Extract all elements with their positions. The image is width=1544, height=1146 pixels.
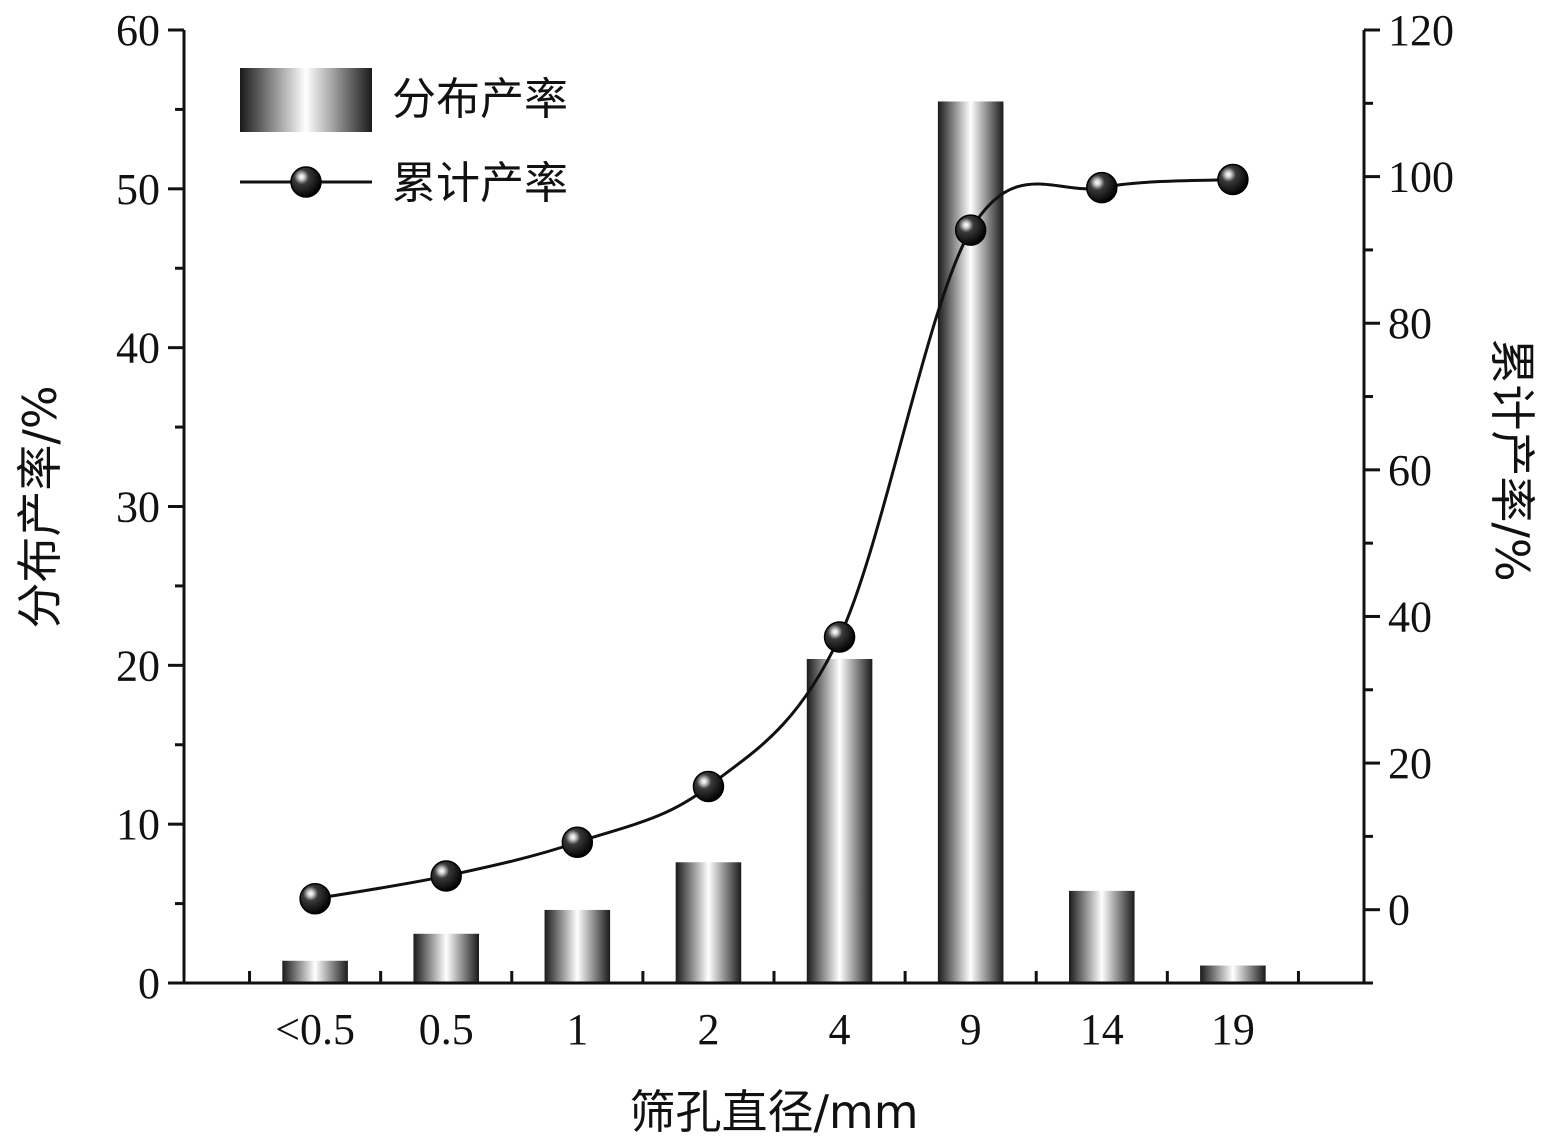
cumulative-line [314,178,1233,901]
legend-line-label: 累计产率 [392,158,568,209]
left-tick-label: 0 [138,959,160,1008]
legend: 分布产率 累计产率 [240,68,568,209]
bar-7 [1200,965,1266,983]
right-y-axis-title: 累计产率/% [1485,338,1539,581]
tick-labels: 0 10 20 30 40 50 60 0 20 40 60 80 100 120 <0.5 0.5 1 2 4 9 1… [116,6,1454,1054]
bar-0 [282,960,348,983]
x-tick-label: 4 [829,1005,851,1054]
x-tick-label: 0.5 [419,1005,474,1054]
left-tick-label: 20 [116,641,160,690]
right-tick-label: 100 [1388,153,1454,202]
bar-3 [675,862,742,983]
bar-6 [1069,890,1135,983]
bar-2 [544,909,611,983]
bar-5 [937,101,1004,984]
bar-4 [806,658,873,983]
x-tick-label: 1 [566,1005,588,1054]
left-tick-label: 50 [116,165,160,214]
right-tick-label: 80 [1388,299,1432,348]
cumulative-point-5 [954,214,987,246]
cumulative-line-layer [299,163,1249,915]
right-tick-label: 0 [1388,886,1410,935]
axes [182,30,1366,985]
bars [282,101,1266,984]
cumulative-point-0 [299,882,331,915]
x-tick-label: <0.5 [275,1005,355,1054]
x-tick-label: 14 [1080,1005,1124,1054]
cumulative-point-7 [1217,163,1249,196]
ticks [168,28,1380,985]
x-tick-label: 2 [697,1005,719,1054]
left-tick-label: 10 [116,800,160,849]
cumulative-point-4 [823,621,856,653]
left-y-axis-title: 分布产率/% [13,385,67,628]
left-tick-label: 40 [116,324,160,373]
cumulative-point-2 [561,826,594,858]
right-tick-label: 60 [1388,446,1432,495]
legend-bar-swatch [240,68,372,132]
right-tick-label: 40 [1388,592,1432,641]
cumulative-point-1 [430,860,462,892]
left-tick-label: 60 [116,6,160,55]
cumulative-point-3 [692,770,725,803]
legend-bar-label: 分布产率 [392,74,568,125]
cumulative-point-6 [1086,171,1118,204]
x-tick-label: 9 [960,1005,982,1054]
right-tick-label: 120 [1388,6,1454,55]
bar-1 [413,933,479,983]
x-tick-label: 19 [1211,1005,1255,1054]
x-axis-title: 筛孔直径/mm [629,1085,918,1139]
legend-line-marker [290,166,322,198]
left-tick-label: 30 [116,483,160,532]
right-tick-label: 20 [1388,739,1432,788]
